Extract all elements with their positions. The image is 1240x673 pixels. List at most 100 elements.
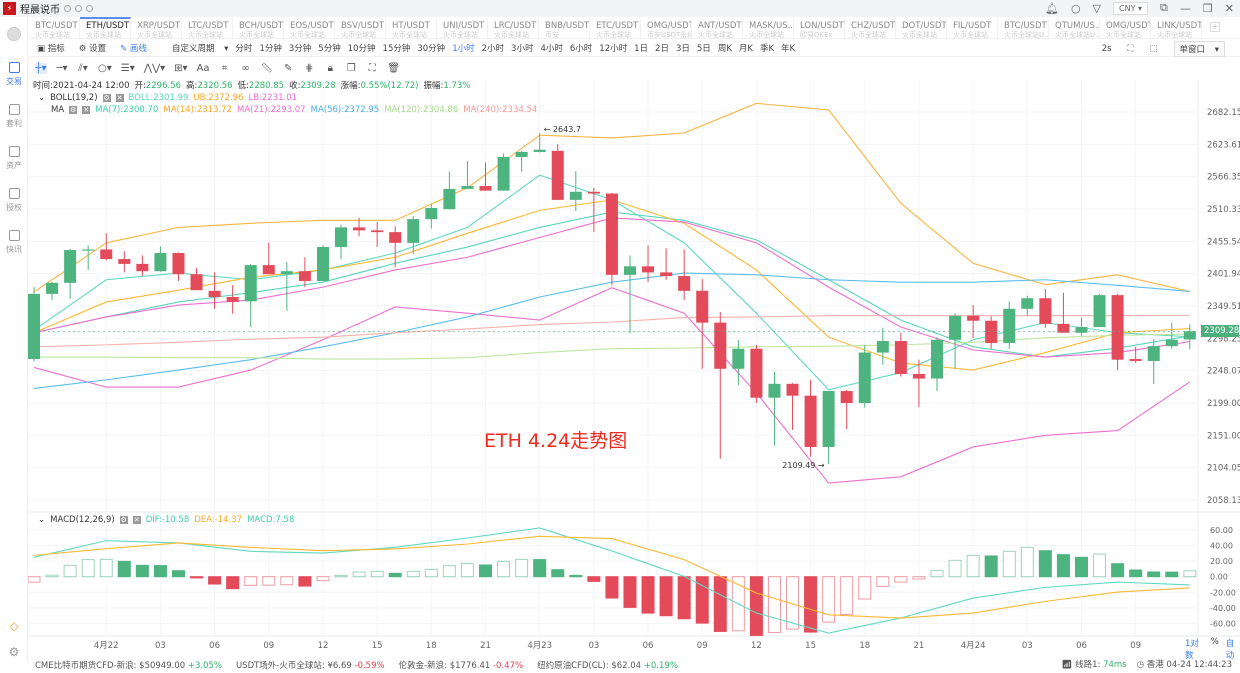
globe-icon[interactable] [0, 27, 28, 44]
tab-symbol[interactable]: OMG/USDT 币安USDT永续 [641, 17, 692, 38]
period-19[interactable]: 季K [759, 43, 775, 54]
tab-symbol[interactable]: CHZ/USDT 火币全球站 [845, 17, 896, 38]
wave-icon[interactable]: ⋀⋁▾ [143, 62, 166, 74]
boll-close-icon[interactable]: ✕ [115, 94, 124, 102]
trash-icon[interactable]: 🗑︎ [387, 62, 400, 74]
period-2[interactable]: 3分钟 [288, 43, 312, 54]
pen-icon[interactable]: ✎ [284, 62, 293, 74]
tab-symbol[interactable]: ANT/USDT 火币全球站 [692, 17, 743, 38]
copy-icon[interactable]: ❐ [346, 62, 356, 74]
tab-symbol[interactable]: LRC/USDT 火币全球站 [488, 17, 539, 38]
tab-symbol[interactable]: LTC/USDT 火币全球站 [182, 17, 233, 38]
collapse-chevron-icon[interactable]: ⌄ [38, 515, 46, 525]
close-button[interactable]: ✕ [1224, 1, 1234, 15]
tab-symbol[interactable]: XRP/USDT 火币全球站 [131, 17, 182, 38]
horizontal-line-icon[interactable]: ─▾ [56, 62, 68, 74]
crosshair-icon[interactable]: ┼▾ [35, 62, 47, 74]
settings-gear-icon[interactable]: ⚙ [8, 645, 20, 659]
restore-button[interactable]: ❐ [1202, 1, 1213, 15]
period-17[interactable]: 周K [717, 43, 732, 54]
period-12[interactable]: 12小时 [599, 43, 628, 54]
tab-symbol[interactable]: ETC/USDT 火币全球站 [590, 17, 641, 38]
sidebar-item-0[interactable]: 交易 [0, 62, 28, 87]
window-dot-icon[interactable] [75, 5, 82, 12]
minimize-button[interactable]: — [1179, 1, 1191, 15]
tab-symbol[interactable]: DOT/USDT 火币全球站 [896, 17, 947, 38]
tab-symbol[interactable]: BCH/USDT 火币全球站 [233, 17, 284, 38]
tab-symbol[interactable]: BTC/USDT 火币全球站 [29, 17, 80, 38]
custom-period-dropdown[interactable]: 自定义周期 ▾ [171, 43, 229, 54]
ma-settings-icon[interactable]: ⚙ [69, 106, 78, 114]
sidebar-item-1[interactable]: 套利 [0, 104, 28, 129]
period-11[interactable]: 6小时 [569, 43, 593, 54]
period-3[interactable]: 5分钟 [318, 43, 341, 54]
period-20[interactable]: 年K [781, 43, 796, 54]
measure-icon[interactable]: ⊞▾ [174, 62, 188, 74]
macd-settings-icon[interactable]: ⚙ [119, 516, 128, 524]
sidebar-item-3[interactable]: 授权 [0, 188, 28, 213]
ma-close-icon[interactable]: ✕ [82, 106, 91, 114]
window-dot-icon[interactable] [64, 5, 71, 12]
window-mode-dropdown[interactable]: 单窗口 ▾ [1173, 41, 1225, 57]
tab-symbol[interactable]: BNB/USDT 币安 [539, 17, 590, 38]
period-1[interactable]: 1分钟 [259, 43, 282, 54]
circle-icon[interactable]: ○▾ [98, 62, 112, 74]
link-icon[interactable]: ∞ [241, 62, 250, 74]
draw-button[interactable]: ✎ 画线 [120, 43, 147, 54]
period-10[interactable]: 4小时 [540, 43, 563, 54]
fib-icon[interactable]: ☰▾ [120, 62, 135, 74]
period-4[interactable]: 10分钟 [347, 43, 376, 54]
vip-diamond-icon[interactable]: ◇ [9, 619, 19, 633]
period-0[interactable]: 分时 [235, 43, 253, 54]
screenshot-icon[interactable]: ⛶ [368, 62, 376, 74]
macd-close-icon[interactable]: ✕ [132, 516, 141, 524]
pin-icon[interactable]: ⧉ [1160, 1, 1168, 14]
tab-symbol[interactable]: ETH/USDT 火币全球站 [80, 17, 131, 38]
more-icon[interactable]: ⋕ [305, 62, 314, 74]
tab-symbol[interactable]: UNI/USDT 火币全球站 [437, 17, 488, 38]
refresh-interval[interactable]: 2s [1101, 44, 1112, 54]
text-icon[interactable]: Aa [196, 62, 210, 74]
lock-icon[interactable]: 🔒︎ [327, 62, 333, 74]
tab-symbol[interactable]: BTC/USDT 火币全球站U... [998, 17, 1049, 38]
period-5[interactable]: 15分钟 [382, 43, 411, 54]
tab-symbol[interactable]: HT/USDT 火币全球站 [386, 17, 437, 38]
period-13[interactable]: 1日 [634, 43, 649, 54]
tab-symbol[interactable]: LON/USDT 欧易OKEx [794, 17, 845, 38]
tab-symbol[interactable]: LINK/USDT 火币全球站 [1151, 17, 1202, 38]
log-scale-toggle[interactable]: 1对数 [1185, 639, 1199, 661]
period-6[interactable]: 30分钟 [417, 43, 446, 54]
ticker-item[interactable]: 伦敦金-新浪: $1776.41 -0.47% [399, 659, 523, 671]
add-tab-button[interactable]: + [1210, 22, 1220, 32]
shirt-icon[interactable]: ▽ [1092, 1, 1102, 15]
indicator-button[interactable]: ▣ 指标 [37, 43, 65, 54]
tab-symbol[interactable]: MASK/US... 火币全球站 [743, 17, 794, 38]
sidebar-item-2[interactable]: 资产 [0, 146, 28, 171]
collapse-chevron-icon[interactable]: ⌄ [38, 93, 46, 103]
period-15[interactable]: 3日 [675, 43, 690, 54]
fullscreen-icon[interactable]: ⛶ [1127, 44, 1134, 54]
period-9[interactable]: 3小时 [511, 43, 534, 54]
period-18[interactable]: 月K [738, 43, 753, 54]
period-8[interactable]: 2小时 [481, 43, 505, 54]
ticker-item[interactable]: USDT场外-火币全球站: ¥6.69 -0.59% [236, 659, 385, 671]
period-14[interactable]: 2日 [655, 43, 669, 54]
expand-icon[interactable]: ⬚ [1149, 44, 1158, 54]
bell-icon[interactable]: 🔔︎ [1044, 1, 1059, 15]
ruler-icon[interactable]: 📏︎ [260, 62, 274, 74]
tab-symbol[interactable]: QTUM/US... 火币全球站U... [1049, 17, 1100, 38]
boll-settings-icon[interactable]: ⚙ [102, 94, 111, 102]
period-16[interactable]: 5日 [696, 43, 711, 54]
ticker-item[interactable]: 纽约原油CFD(CL): $62.04 +0.19% [537, 659, 678, 671]
network-line[interactable]: 📶︎ 线路1: 74ms [1062, 658, 1127, 670]
pattern-icon[interactable]: ⌗ [221, 62, 228, 74]
percent-scale-toggle[interactable]: % [1210, 637, 1219, 647]
parallel-lines-icon[interactable]: ⫽▾ [78, 62, 88, 74]
window-dot-icon[interactable] [86, 5, 93, 12]
period-7[interactable]: 1小时 [452, 43, 475, 54]
auto-scale-toggle[interactable]: 自动 [1225, 639, 1235, 661]
currency-select[interactable]: CNY ▾ [1113, 1, 1149, 15]
tab-symbol[interactable]: BSV/USDT 火币全球站 [335, 17, 386, 38]
tab-symbol[interactable]: EOS/USDT 火币全球站 [284, 17, 335, 38]
